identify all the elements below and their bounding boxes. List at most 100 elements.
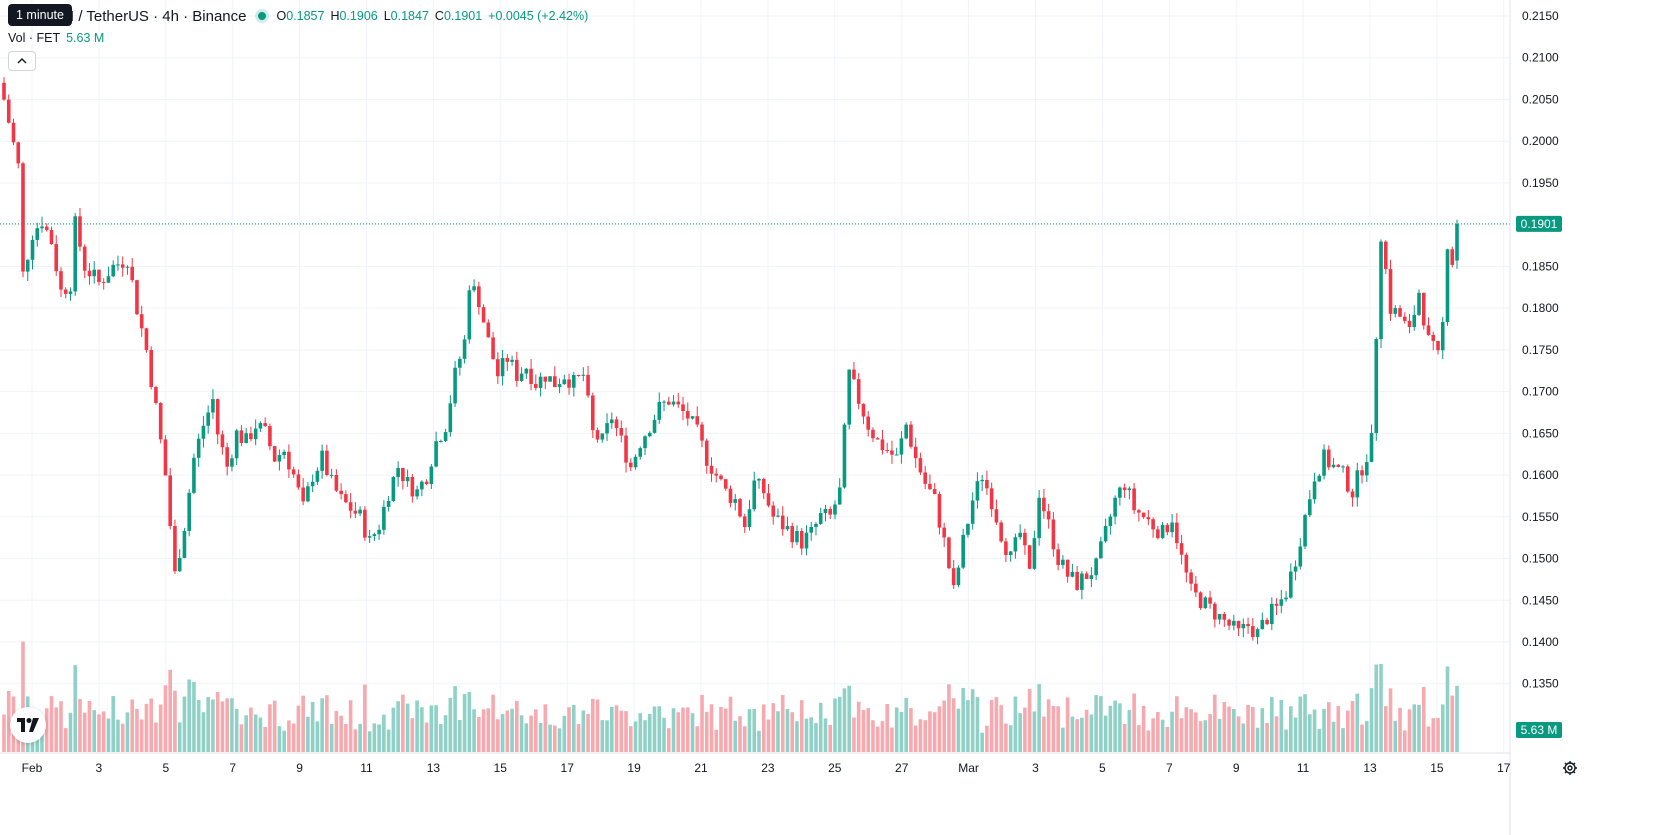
- candle-body: [1421, 292, 1426, 326]
- volume-bar: [685, 707, 690, 752]
- volume-bar: [947, 684, 951, 752]
- candle-body: [1255, 629, 1260, 638]
- market-status-icon[interactable]: [258, 12, 267, 20]
- volume-bar: [942, 700, 946, 752]
- volume-bar: [719, 706, 723, 752]
- volume-bar: [1160, 719, 1165, 752]
- volume-bar: [334, 710, 339, 752]
- candle-body: [747, 509, 752, 528]
- volume-bar: [666, 728, 671, 752]
- collapse-legend-button[interactable]: [8, 51, 36, 71]
- volume-bar: [396, 701, 400, 752]
- volume-bar: [244, 715, 248, 752]
- candle-body: [154, 387, 158, 403]
- candle-body: [82, 246, 87, 271]
- volume-bar: [325, 695, 329, 752]
- candle-body: [401, 467, 405, 482]
- volume-bar: [600, 720, 605, 752]
- volume-bar: [572, 704, 576, 752]
- candle-body: [1013, 537, 1018, 552]
- volume-histogram: [2, 641, 1459, 752]
- volume-bar: [339, 715, 343, 752]
- volume-bar: [63, 728, 68, 752]
- candle-body: [92, 269, 97, 277]
- volume-bar: [1046, 699, 1051, 752]
- candle-body: [1412, 314, 1417, 328]
- candle-body: [709, 465, 714, 474]
- symbol-title[interactable]: AI / TetherUS · 4h · Binance: [60, 7, 247, 25]
- candle-body: [225, 447, 229, 467]
- candle-body: [970, 500, 975, 524]
- volume-bar: [671, 708, 676, 752]
- price-tick-label: 0.2050: [1522, 92, 1559, 106]
- volume-bar: [529, 715, 533, 752]
- candle-body: [149, 349, 153, 388]
- candle-body: [2, 82, 6, 100]
- candle-body: [1279, 599, 1284, 606]
- volume-bar: [211, 699, 215, 752]
- volume-bar: [1170, 711, 1174, 752]
- candle-body: [116, 264, 120, 266]
- volume-bar: [177, 722, 182, 752]
- volume-bar: [647, 713, 652, 752]
- candle-body: [325, 450, 329, 476]
- candle-body: [624, 435, 628, 463]
- chart-settings-button[interactable]: [1560, 758, 1580, 778]
- volume-bar: [989, 699, 994, 752]
- candle-body: [994, 509, 999, 523]
- candle-body: [553, 376, 557, 388]
- volume-bar: [1255, 727, 1260, 752]
- candle-body: [1203, 597, 1208, 609]
- volume-bar: [1322, 708, 1326, 752]
- candle-body: [106, 276, 111, 283]
- candle-body: [415, 489, 419, 497]
- candle-body: [453, 367, 457, 404]
- interval-tooltip: 1 minute: [8, 4, 72, 26]
- chart-grid: [0, 0, 1510, 753]
- candle-body: [239, 430, 244, 444]
- volume-bar: [1146, 730, 1151, 752]
- candle-body: [600, 433, 605, 440]
- candle-body: [733, 499, 738, 503]
- candle-body: [1289, 571, 1293, 598]
- candle-body: [609, 419, 614, 424]
- candle-body: [1388, 269, 1393, 314]
- candle-body: [11, 122, 16, 143]
- candle-body: [1160, 524, 1165, 539]
- volume-bar: [1203, 720, 1208, 752]
- volume-bar: [970, 689, 975, 752]
- candle-body: [1065, 559, 1070, 577]
- last-price-badge: 0.1901: [1516, 215, 1562, 232]
- candle-body: [268, 426, 272, 447]
- price-axis: 0.21500.21000.20500.20000.19500.19000.18…: [1522, 9, 1559, 691]
- candle-body: [776, 515, 780, 517]
- volume-bar: [358, 723, 362, 752]
- price-tick-label: 0.2150: [1522, 9, 1559, 23]
- candle-body: [595, 430, 600, 440]
- volume-bar: [894, 707, 899, 752]
- tradingview-logo-icon[interactable]: [10, 707, 46, 743]
- volume-bar: [771, 703, 776, 752]
- volume-bar: [842, 688, 847, 752]
- volume-bar: [1402, 730, 1407, 752]
- volume-badge-label: 5.63 M: [1521, 723, 1558, 737]
- volume-bar: [130, 699, 135, 752]
- candle-body: [856, 379, 861, 404]
- candle-body: [1056, 549, 1060, 566]
- candle-body: [1042, 497, 1046, 512]
- candle-body: [847, 369, 852, 425]
- volume-bar: [1018, 713, 1022, 752]
- candle-body: [947, 537, 951, 569]
- candle-body: [472, 286, 476, 291]
- candle-body: [21, 163, 25, 272]
- candle-body: [158, 402, 163, 440]
- candle-body: [1398, 308, 1402, 317]
- volume-bar: [1080, 717, 1084, 752]
- ohlc-low: L0.1847: [383, 9, 429, 23]
- candle-body: [1051, 519, 1056, 550]
- candle-body: [1222, 613, 1227, 620]
- volume-bar: [234, 708, 239, 752]
- candle-body: [1436, 340, 1440, 351]
- volume-bar: [742, 726, 747, 752]
